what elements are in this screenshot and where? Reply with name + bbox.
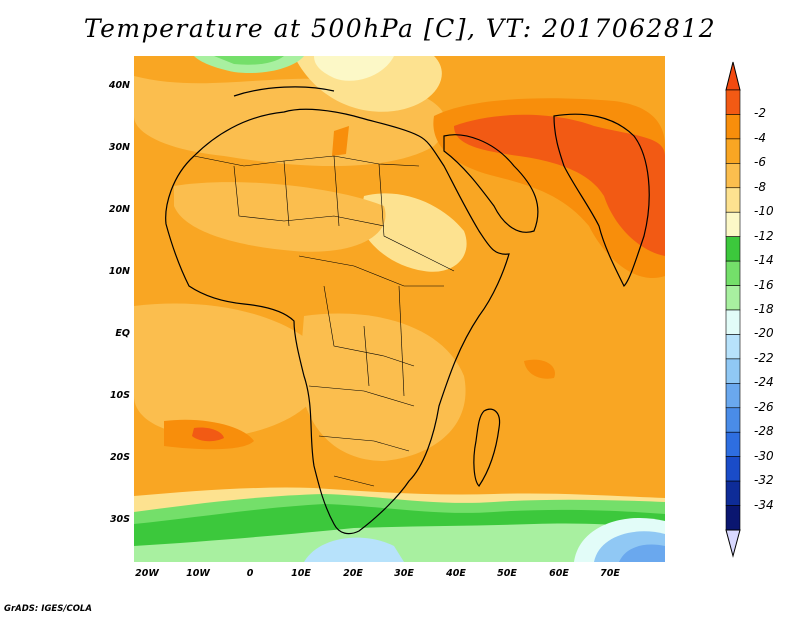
lat-label-20s: 20S xyxy=(109,452,130,463)
lat-label-20n: 20N xyxy=(108,204,130,215)
colorbar-swatch xyxy=(725,309,741,335)
colorbar-label: -32 xyxy=(754,473,774,488)
colorbar-swatch xyxy=(725,211,741,237)
colorbar-swatch xyxy=(725,114,741,140)
field-minus-2-atlantic xyxy=(192,427,224,442)
africa-coastline xyxy=(165,108,510,535)
colorbar-label: -34 xyxy=(754,497,774,512)
colorbar-label: -24 xyxy=(754,375,774,390)
india-coastline xyxy=(553,113,650,288)
field-minus-12-med xyxy=(314,56,394,81)
colorbar-label: -10 xyxy=(754,204,774,219)
lon-label-20w: 20W xyxy=(135,568,159,579)
colorbar-label: -20 xyxy=(754,326,774,341)
lon-label-0: 0 xyxy=(246,568,254,579)
map-title: Temperature at 500hPa [C], VT: 201706281… xyxy=(83,14,717,43)
colorbar-label: -16 xyxy=(754,277,774,292)
colorbar-swatch xyxy=(725,480,741,506)
mediterranean-north-coast xyxy=(233,86,335,97)
field-minus-8-sahel xyxy=(174,182,386,252)
lat-label-40n: 40N xyxy=(108,80,130,91)
lon-label-30e: 30E xyxy=(394,568,414,579)
lat-label-30n: 30N xyxy=(108,142,130,153)
colorbar: -2 -4 -6 -8 -10 -12 -14 -16 -18 -20 -22 -24 -26 -28 -3… xyxy=(722,58,800,558)
field-minus-4-indian-ocean xyxy=(524,359,555,379)
colorbar-swatch xyxy=(725,236,741,262)
colorbar-swatch xyxy=(725,285,741,311)
colorbar-over-triangle xyxy=(725,61,741,91)
colorbar-swatch xyxy=(725,358,741,384)
lat-label-10n: 10N xyxy=(108,266,130,277)
field-minus-18-south xyxy=(134,523,665,562)
field-minus-4-libya xyxy=(332,126,349,156)
lat-label-eq: EQ xyxy=(115,328,130,339)
field-minus-2-asia xyxy=(454,114,665,256)
colorbar-label: -6 xyxy=(754,155,766,170)
colorbar-label: -4 xyxy=(754,130,766,145)
colorbar-swatch xyxy=(725,505,741,531)
lon-label-10e: 10E xyxy=(291,568,311,579)
field-minus-10-sudan xyxy=(359,193,467,272)
country-borders xyxy=(193,155,455,487)
lon-label-50e: 50E xyxy=(497,568,517,579)
temperature-field xyxy=(134,56,665,562)
colorbar-scale xyxy=(725,61,741,558)
colorbar-label: -2 xyxy=(754,106,766,121)
lon-label-40e: 40E xyxy=(446,568,466,579)
temperature-map xyxy=(134,56,665,562)
colorbar-label: -30 xyxy=(754,448,774,463)
lon-label-10w: 10W xyxy=(186,568,210,579)
colorbar-label: -14 xyxy=(754,253,774,268)
madagascar-coastline xyxy=(473,408,501,487)
field-cold-med-core xyxy=(214,56,284,65)
grads-credit: GrADS: IGES/COLA xyxy=(4,604,92,614)
coastlines xyxy=(165,86,650,535)
arabia-coastline xyxy=(443,134,539,233)
lat-label-30s: 30S xyxy=(109,514,130,525)
colorbar-swatch xyxy=(725,89,741,115)
field-minus-8-south-atlantic xyxy=(134,303,326,437)
field-minus-8-southern-africa xyxy=(299,313,466,461)
lon-label-20e: 20E xyxy=(343,568,363,579)
colorbar-under-triangle xyxy=(725,529,741,558)
field-minus-26-indian-ocean xyxy=(619,544,665,562)
colorbar-label: -22 xyxy=(754,350,774,365)
colorbar-swatch xyxy=(725,334,741,360)
colorbar-swatch xyxy=(725,431,741,457)
lat-label-10s: 10S xyxy=(109,390,130,401)
colorbar-swatch xyxy=(725,383,741,409)
colorbar-swatch xyxy=(725,187,741,213)
colorbar-label: -26 xyxy=(754,399,774,414)
colorbar-label: -28 xyxy=(754,424,774,439)
colorbar-swatch xyxy=(725,456,741,482)
colorbar-label: -8 xyxy=(754,179,766,194)
lon-label-60e: 60E xyxy=(549,568,569,579)
colorbar-label: -12 xyxy=(754,228,774,243)
field-minus-22-south-africa xyxy=(304,537,404,562)
colorbar-swatch xyxy=(725,260,741,286)
lon-label-70e: 70E xyxy=(600,568,620,579)
colorbar-swatch xyxy=(725,407,741,433)
colorbar-label: -18 xyxy=(754,302,774,316)
colorbar-swatch xyxy=(725,138,741,164)
colorbar-swatch xyxy=(725,163,741,189)
